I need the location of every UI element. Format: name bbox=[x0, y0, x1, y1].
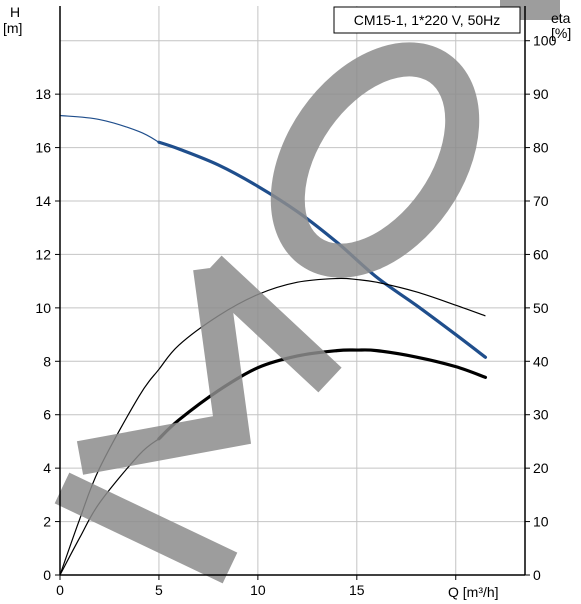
y-left-tick-label-8: 16 bbox=[35, 140, 51, 156]
y-left-tick-label-1: 2 bbox=[43, 514, 51, 530]
y-left-tick-label-9: 18 bbox=[35, 86, 51, 102]
y-right-tick-label-10: 100 bbox=[533, 33, 557, 49]
x-tick-label-0: 0 bbox=[56, 582, 64, 598]
y-right-tick-label-9: 90 bbox=[533, 86, 549, 102]
frame-layer bbox=[59, 6, 526, 576]
y-left-tick-label-6: 12 bbox=[35, 246, 51, 262]
y-left-axis-unit: [m] bbox=[3, 20, 22, 36]
y-right-tick-label-0: 0 bbox=[533, 567, 541, 583]
x-axis-label: Q [m³/h] bbox=[448, 584, 499, 600]
y-right-tick-label-8: 80 bbox=[533, 140, 549, 156]
y-right-axis-unit: [%] bbox=[551, 25, 571, 41]
y-right-tick-label-3: 30 bbox=[533, 407, 549, 423]
y-left-tick-label-0: 0 bbox=[43, 567, 51, 583]
y-left-axis-label: H bbox=[10, 4, 20, 20]
y-right-tick-label-7: 70 bbox=[533, 193, 549, 209]
y-left-tick-label-7: 14 bbox=[35, 193, 51, 209]
y-right-tick-label-6: 60 bbox=[533, 246, 549, 262]
ticks-layer: 0 5 10 15 0 2 4 6 8 10 12 14 16 18 0 10 20 30 40 50 60 70 80 90… bbox=[35, 33, 556, 598]
y-left-tick-label-5: 10 bbox=[35, 300, 51, 316]
x-tick-label-2: 10 bbox=[250, 582, 266, 598]
y-right-axis-label: eta bbox=[551, 10, 571, 26]
series-0-curve-thick bbox=[157, 140, 488, 359]
y-right-tick-label-2: 20 bbox=[533, 460, 549, 476]
y-left-tick-label-3: 6 bbox=[43, 407, 51, 423]
y-right-tick-label-1: 10 bbox=[533, 514, 549, 530]
x-tick-label-3: 15 bbox=[349, 582, 365, 598]
chart-title: CM15-1, 1*220 V, 50Hz bbox=[354, 12, 501, 28]
y-right-tick-label-4: 40 bbox=[533, 353, 549, 369]
title-box: CM15-1, 1*220 V, 50Hz bbox=[333, 6, 521, 34]
x-tick-label-1: 5 bbox=[155, 582, 163, 598]
y-left-tick-label-4: 8 bbox=[43, 353, 51, 369]
watermark-graphic bbox=[54, 0, 560, 584]
y-right-tick-label-5: 50 bbox=[533, 300, 549, 316]
series-1-curve-thick bbox=[157, 348, 488, 441]
series-0-curve-thin bbox=[59, 114, 160, 143]
y-left-tick-label-2: 4 bbox=[43, 460, 51, 476]
